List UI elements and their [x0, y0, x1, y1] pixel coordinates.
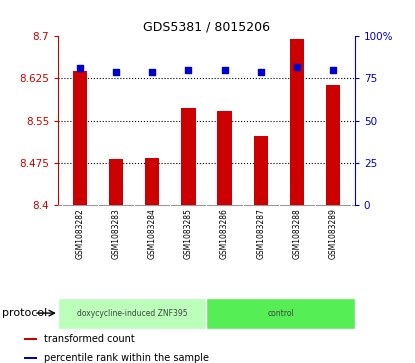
Text: doxycycline-induced ZNF395: doxycycline-induced ZNF395	[77, 309, 188, 318]
Bar	[181, 108, 195, 205]
Text: GSM1083287: GSM1083287	[256, 208, 265, 259]
Text: percentile rank within the sample: percentile rank within the sample	[44, 352, 210, 363]
Text: GSM1083282: GSM1083282	[75, 208, 84, 258]
Bar	[145, 158, 159, 205]
Title: GDS5381 / 8015206: GDS5381 / 8015206	[143, 21, 270, 34]
Bar	[217, 111, 232, 205]
Point	[221, 67, 228, 73]
Point	[149, 69, 156, 75]
Bar	[109, 159, 123, 205]
Bar	[24, 356, 37, 359]
Bar	[73, 71, 87, 205]
Point	[76, 65, 83, 71]
Text: GSM1083283: GSM1083283	[112, 208, 120, 259]
Text: GSM1083289: GSM1083289	[329, 208, 338, 259]
Bar	[58, 298, 207, 329]
Text: protocol: protocol	[2, 308, 47, 318]
Point	[185, 67, 192, 73]
Bar	[290, 39, 304, 205]
Text: GSM1083288: GSM1083288	[293, 208, 301, 258]
Point	[293, 64, 300, 70]
Bar	[207, 298, 355, 329]
Bar	[326, 85, 340, 205]
Text: control: control	[267, 309, 294, 318]
Text: transformed count: transformed count	[44, 334, 135, 344]
Point	[257, 69, 264, 75]
Point	[330, 67, 337, 73]
Bar	[254, 136, 268, 205]
Bar	[24, 338, 37, 340]
Text: GSM1083286: GSM1083286	[220, 208, 229, 259]
Text: GSM1083285: GSM1083285	[184, 208, 193, 259]
Point	[113, 69, 120, 75]
Text: GSM1083284: GSM1083284	[148, 208, 157, 259]
